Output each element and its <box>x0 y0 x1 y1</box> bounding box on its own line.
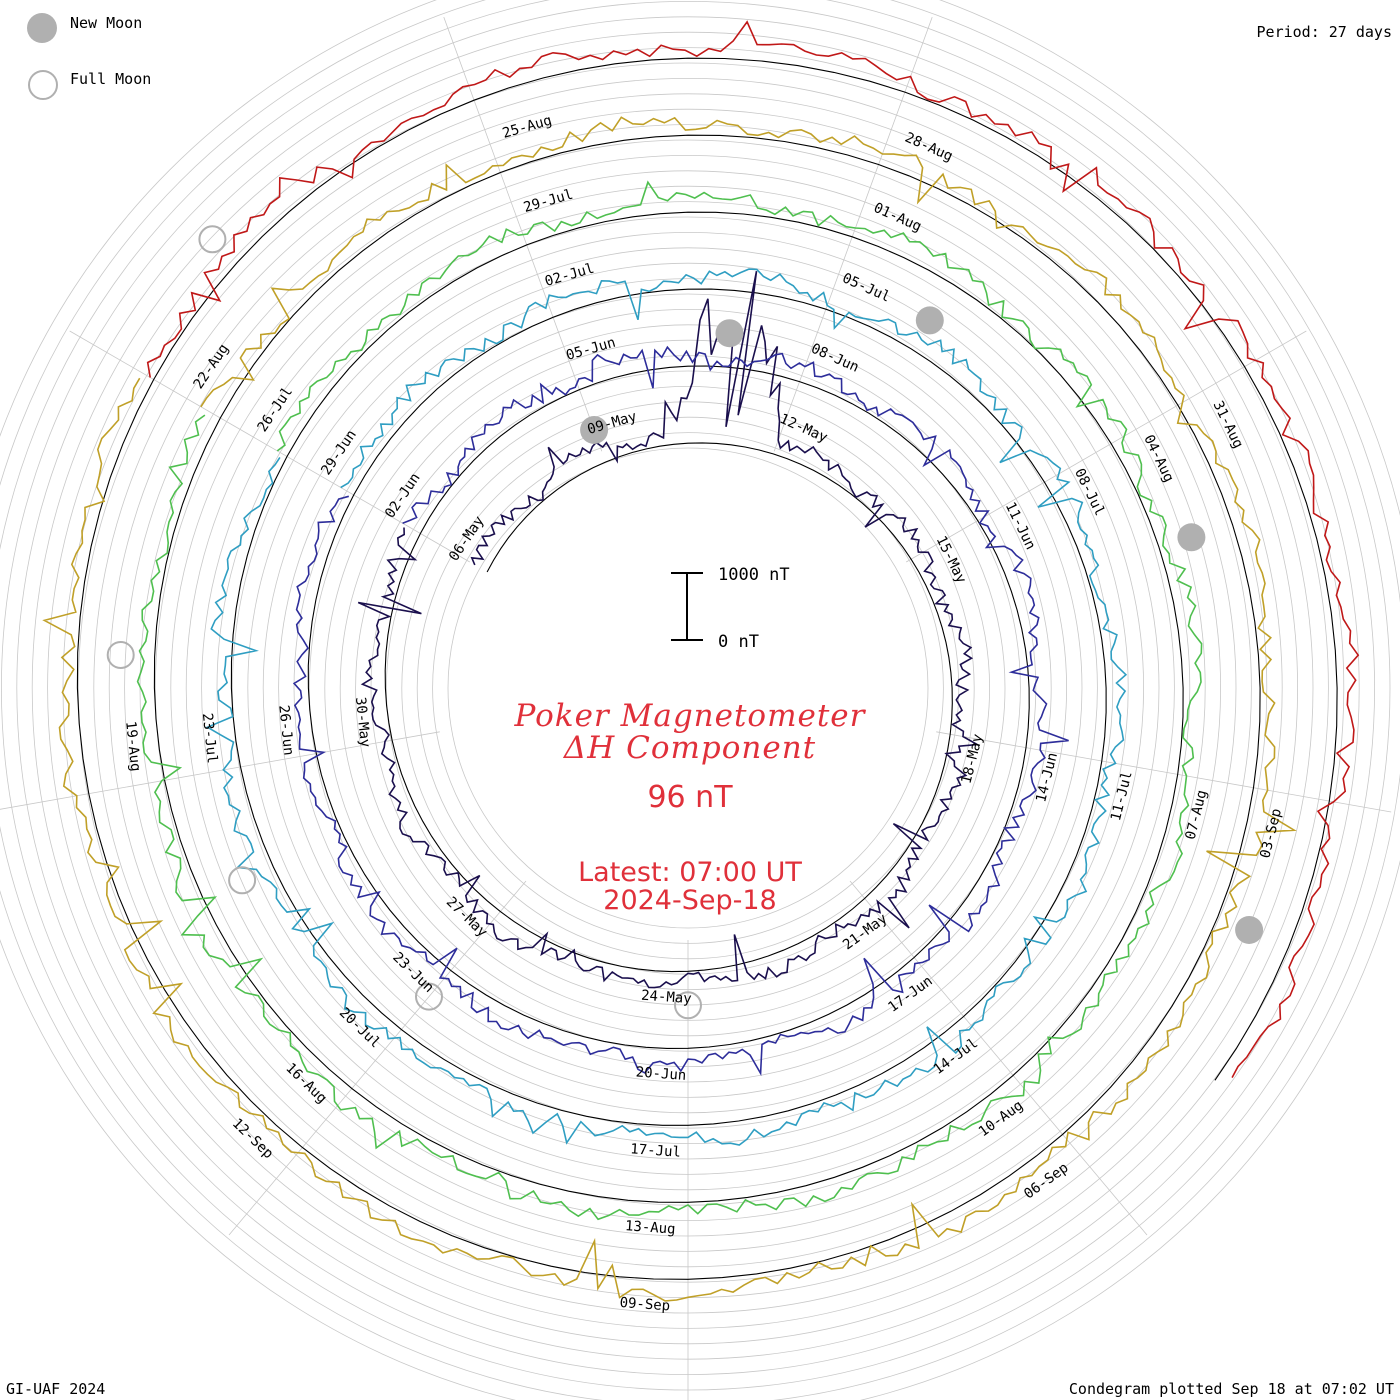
date-label: 14-Jul <box>931 1035 981 1078</box>
chart-subtitle: ΔH Component <box>563 730 817 766</box>
date-label: 05-Jul <box>840 270 893 305</box>
full-moon-marker <box>106 641 135 669</box>
date-label: 21-May <box>840 911 890 954</box>
moon-markers <box>106 225 1264 1020</box>
date-label: 11-Jul <box>1108 770 1136 823</box>
series-trace-4 <box>136 180 1203 1221</box>
date-label: 14-Jun <box>1033 751 1061 804</box>
latest-time: Latest: 07:00 UT <box>578 857 802 888</box>
date-spoke <box>69 330 470 563</box>
new-moon-marker <box>915 306 944 335</box>
series-trace-2 <box>292 345 1069 1077</box>
scale-bar-bottom-label: 0 nT <box>718 632 759 652</box>
date-label: 28-Aug <box>902 130 955 165</box>
date-label: 02-Jun <box>382 470 424 521</box>
new-moon-marker <box>1235 916 1264 944</box>
date-spoke <box>849 880 1148 1236</box>
date-label: 09-Sep <box>619 1295 671 1314</box>
chart-title-block: Poker Magnetometer ΔH Component 96 nT La… <box>420 700 960 915</box>
date-label: 17-Jun <box>885 973 935 1016</box>
date-label: 30-May <box>352 696 373 748</box>
date-label: 01-Aug <box>871 200 924 235</box>
date-label: 13-Aug <box>624 1218 676 1237</box>
date-label: 22-Aug <box>191 341 233 392</box>
full-moon-marker <box>415 982 443 1011</box>
full-moon-marker <box>198 225 227 254</box>
date-spoke <box>228 880 527 1236</box>
date-label: 31-Aug <box>1210 399 1247 451</box>
series-trace-3 <box>205 268 1128 1146</box>
period-label: Period: 27 days <box>1256 23 1392 41</box>
date-label: 20-Jun <box>635 1064 687 1083</box>
footer-plot-time: Condegram plotted Sep 18 at 07:02 UT <box>1068 1380 1394 1398</box>
date-label: 07-Aug <box>1183 788 1211 841</box>
date-label: 23-Jul <box>199 712 220 764</box>
series-trace-6 <box>146 20 1360 1078</box>
date-label: 04-Aug <box>1140 432 1177 484</box>
date-label: 26-Jul <box>255 384 297 435</box>
chart-title: Poker Magnetometer <box>514 698 866 734</box>
scale-bar: 1000 nT 0 nT <box>671 565 790 652</box>
date-label: 17-Jul <box>630 1141 682 1160</box>
current-value: 96 nT <box>647 780 733 815</box>
date-spoke <box>936 731 1392 813</box>
footer-credit: GI-UAF 2024 <box>6 1380 106 1398</box>
new-moon-marker <box>715 319 744 348</box>
date-label: 05-Jun <box>564 335 617 364</box>
date-label: 24-May <box>641 988 693 1007</box>
date-label: 26-Jun <box>275 704 296 756</box>
series-baselines <box>76 57 1338 1280</box>
full-moon-marker <box>228 866 257 895</box>
date-label: 19-Aug <box>122 720 143 772</box>
date-label: 18-May <box>959 732 987 785</box>
date-label: 11-Jun <box>1002 500 1039 552</box>
series-trace-5 <box>42 116 1297 1302</box>
new-moon-legend-label: New Moon <box>70 14 143 32</box>
full-moon-marker <box>674 991 702 1020</box>
date-label: 16-Aug <box>282 1060 329 1107</box>
baseline-spiral <box>76 57 1338 1280</box>
date-label: 03-Sep <box>1257 807 1285 860</box>
date-label: 12-May <box>777 411 830 446</box>
date-label: 08-Jul <box>1071 466 1108 518</box>
date-spoke <box>0 731 440 810</box>
scale-bar-top-label: 1000 nT <box>718 565 790 585</box>
series-trace-1 <box>357 270 980 989</box>
grid-ring <box>355 355 1021 1021</box>
date-label: 23-Jun <box>389 949 436 996</box>
grid-ring <box>339 339 1037 1037</box>
date-label: 06-Sep <box>1021 1160 1071 1203</box>
date-label: 10-Aug <box>976 1098 1026 1141</box>
date-spoke <box>773 16 933 452</box>
date-label: 02-Jul <box>543 261 596 290</box>
full-moon-legend-icon <box>28 70 58 100</box>
date-label: 12-Sep <box>229 1116 276 1163</box>
date-label: 29-Jul <box>522 187 575 216</box>
new-moon-marker <box>580 416 609 444</box>
date-label: 09-May <box>586 409 639 438</box>
full-moon-legend-label: Full Moon <box>70 70 152 88</box>
date-label: 25-Aug <box>501 112 554 141</box>
new-moon-legend-icon <box>27 13 57 43</box>
date-label: 15-May <box>933 534 970 586</box>
latest-date: 2024-Sep-18 <box>603 885 777 916</box>
new-moon-marker <box>1177 523 1206 552</box>
grid-ring <box>447 447 929 929</box>
date-label: 08-Jun <box>808 341 861 376</box>
series-traces <box>42 20 1360 1302</box>
date-spoke <box>906 330 1307 563</box>
